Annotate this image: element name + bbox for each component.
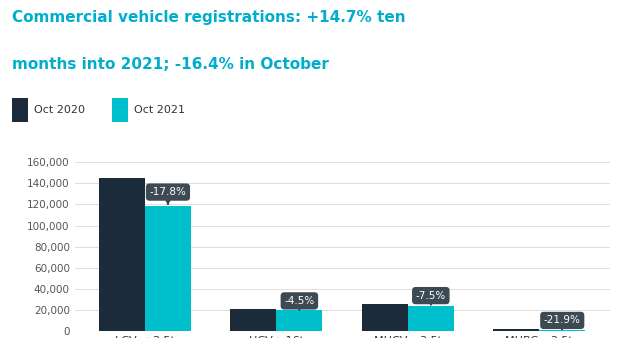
Text: -7.5%: -7.5%	[415, 291, 446, 305]
Bar	[539, 330, 585, 331]
Text: Oct 2021: Oct 2021	[134, 105, 185, 115]
Text: -17.8%: -17.8%	[149, 187, 187, 204]
Bar	[145, 206, 191, 331]
Text: months into 2021; -16.4% in October: months into 2021; -16.4% in October	[12, 57, 329, 72]
Bar	[493, 329, 539, 331]
Bar	[362, 304, 408, 331]
Text: Oct 2020: Oct 2020	[34, 105, 85, 115]
Text: -21.9%: -21.9%	[544, 315, 581, 329]
Bar	[276, 310, 322, 331]
Bar	[408, 306, 454, 331]
Text: Commercial vehicle registrations: +14.7% ten: Commercial vehicle registrations: +14.7%…	[12, 10, 406, 25]
Bar	[230, 309, 276, 331]
Bar	[99, 178, 145, 331]
Text: -4.5%: -4.5%	[284, 296, 315, 310]
